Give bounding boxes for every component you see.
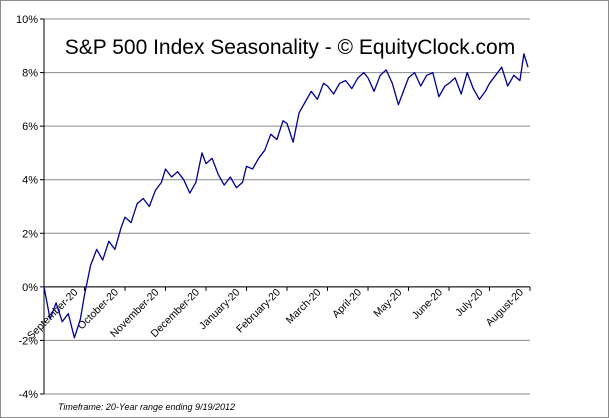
x-tick-label: June-20 xyxy=(410,286,445,321)
x-tick-label: May-20 xyxy=(371,286,404,319)
x-axis-ticks: September-20October-20November-20Decembe… xyxy=(25,286,531,342)
chart-title: S&P 500 Index Seasonality - © EquityCloc… xyxy=(65,36,515,59)
x-tick-label: March-20 xyxy=(284,286,324,326)
x-tick-label: February-20 xyxy=(234,286,283,335)
timeframe-footnote: Timeframe: 20-Year range ending 9/19/201… xyxy=(58,402,236,412)
x-tick-label: September-20 xyxy=(25,286,81,342)
y-tick-label: 8% xyxy=(22,68,38,80)
x-tick-label: July-20 xyxy=(453,286,486,319)
y-tick-label: 4% xyxy=(22,175,38,187)
series-group xyxy=(43,53,529,339)
x-tick-label: August-20 xyxy=(484,286,526,328)
y-tick-label: -4% xyxy=(18,389,38,401)
y-axis-ticks: 10% 8% 6% 4% 2% 0% -2% -4% xyxy=(16,14,44,401)
y-tick-label: 6% xyxy=(22,121,38,133)
x-tick-label: April-20 xyxy=(330,286,364,320)
y-tick-label: 0% xyxy=(22,282,38,294)
y-tick-label: 2% xyxy=(22,228,38,240)
y-tick-label: -2% xyxy=(18,335,38,347)
y-tick-label: 10% xyxy=(16,14,38,26)
series-line-0 xyxy=(43,53,529,339)
